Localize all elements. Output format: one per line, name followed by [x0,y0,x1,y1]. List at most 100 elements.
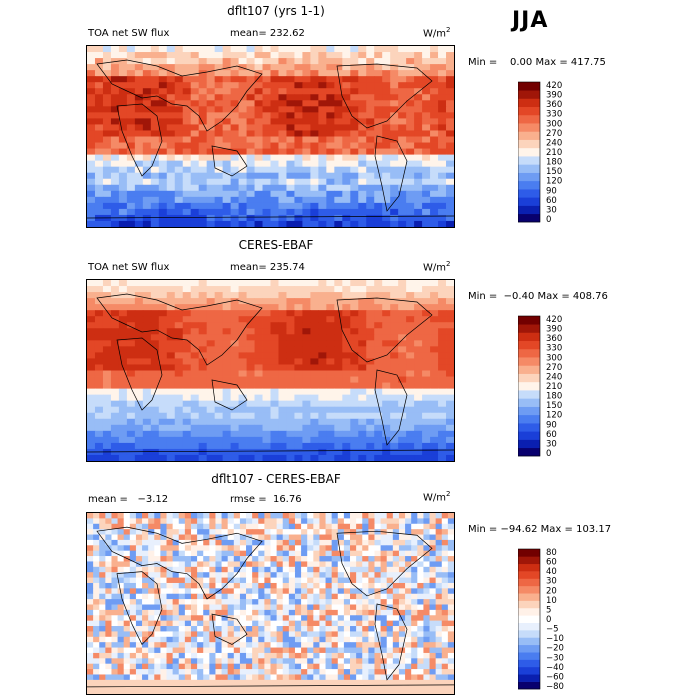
panel3-colorbar-swatch [518,659,540,668]
panel2-colorbar-tick-label: 300 [546,353,562,363]
panel2-colorbar-tick-label: 180 [546,392,562,402]
panel1-title: dflt107 (yrs 1-1) [227,4,325,18]
panel2-colorbar-tick-label: 150 [546,401,562,411]
panel2-colorbar-swatch [518,431,540,440]
panel3-colorbar-swatch [518,644,540,653]
panel3-colorbar-swatch [518,549,540,557]
panel3-map [86,512,455,695]
panel3-minmax: Min = −94.62 Max = 103.17 [468,524,612,535]
panel2-colorbar-swatch [518,348,540,358]
panel3-units: W/m2 [423,490,451,504]
panel1-colorbar-tick-label: 360 [546,100,562,110]
panel3-colorbar-tick-label: −30 [546,653,564,663]
panel1-colorbar-swatch [518,197,540,206]
panel3-colorbar-tick-label: −5 [546,625,559,635]
panel2-colorbar-swatch [518,332,540,342]
panel1-colorbar-tick-label: 300 [546,119,562,129]
panel3-rmse: rmse = 16.76 [230,494,302,505]
panel1-colorbar-tick-label: 240 [546,138,562,148]
panel2-colorbar-swatch [518,390,540,399]
panel3-colorbar-swatch [518,637,540,646]
panel2-colorbar: 420 390 360 330 300 270 240 210 180 150 120 90 60 30 0 [518,314,578,464]
panel1-colorbar-tick-label: 0 [546,215,551,225]
panel2-colorbar-tick-label: 60 [546,430,557,440]
season-label: JJA [512,8,549,33]
panel2-colorbar-tick-label: 240 [546,372,562,382]
panel2-colorbar-swatch [518,340,540,350]
panel2-colorbar-swatch [518,381,540,391]
panel1-colorbar-swatch [518,172,540,182]
panel1-mean: mean= 232.62 [230,28,305,39]
panel2-variable: TOA net SW flux [88,262,170,273]
panel2-colorbar-swatch [518,365,540,374]
panel2-colorbar-swatch [518,406,540,416]
panel2-colorbar-tick-label: 30 [546,439,557,449]
panel1-colorbar-tick-label: 210 [546,148,562,158]
panel3-colorbar-swatch [518,563,540,572]
panel3-colorbar-swatch [518,585,540,594]
panel2-colorbar-swatch [518,357,540,366]
panel3-colorbar-tick-label: −40 [546,663,564,673]
panel1-colorbar-swatch [518,156,540,165]
panel3-colorbar-swatch [518,630,540,638]
panel3-colorbar-tick-label: 0 [546,615,551,625]
panel3-colorbar-swatch [518,674,540,682]
panel3-colorbar-tick-label: −60 [546,672,564,682]
panel1-colorbar-swatch [518,98,540,108]
panel3-title: dflt107 - CERES-EBAF [211,472,341,486]
panel1-colorbar-tick-label: 420 [546,81,562,91]
panel3-colorbar-swatch [518,600,540,609]
panel3-colorbar-swatch [518,556,540,565]
panel2-title: CERES-EBAF [238,238,314,252]
panel2-colorbar-tick-label: 420 [546,315,562,325]
panel3-colorbar-tick-label: 60 [546,558,557,568]
panel3-colorbar-tick-label: 30 [546,577,557,587]
panel3-colorbar-tick-label: 40 [546,567,557,577]
panel3-colorbar-swatch [518,666,540,675]
panel1-variable: TOA net SW flux [88,28,170,39]
panel3-colorbar-tick-label: 20 [546,586,557,596]
panel3-colorbar-swatch [518,593,540,601]
panel1-colorbar-tick-label: 90 [546,186,557,196]
panel2-colorbar-swatch [518,316,540,325]
panel1-colorbar-tick-label: 60 [546,196,557,206]
panel2-colorbar-swatch [518,324,540,333]
panel1-colorbar-swatch [518,213,540,223]
panel2-colorbar-swatch [518,439,540,449]
panel1-colorbar-tick-label: 180 [546,158,562,168]
panel2-colorbar-tick-label: 0 [546,449,551,459]
panel3-colorbar-tick-label: 5 [546,605,551,615]
panel2-minmax: Min = −0.40 Max = 408.76 [468,291,608,302]
panel1-colorbar-swatch [518,106,540,116]
panel1-colorbar: 420 390 360 330 300 270 240 210 180 150 120 90 60 30 0 [518,80,578,230]
panel1-field [87,46,454,227]
panel1-colorbar-tick-label: 150 [546,167,562,177]
panel2-colorbar-tick-label: 210 [546,382,562,392]
panel2-colorbar-tick-label: 270 [546,363,562,373]
panel1-colorbar-swatch [518,131,540,140]
panel3-colorbar-tick-label: 80 [546,548,557,558]
panel3-colorbar: 80 60 40 30 20 10 5 0 −5 −10 −20 −30 −40 −60 −80 [518,547,578,697]
panel2-colorbar-swatch [518,423,540,432]
panel1-minmax: Min = 0.00 Max = 417.75 [468,57,606,68]
panel2-colorbar-tick-label: 120 [546,411,562,421]
panel1-colorbar-tick-label: 270 [546,129,562,139]
panel3-colorbar-tick-label: −20 [546,644,564,654]
panel1-colorbar-swatch [518,90,540,99]
panel1-colorbar-swatch [518,82,540,91]
panel3-colorbar-swatch [518,607,540,616]
panel1-colorbar-tick-label: 120 [546,177,562,187]
panel2-colorbar-tick-label: 390 [546,325,562,335]
panel2-colorbar-tick-label: 330 [546,344,562,354]
panel3-field [87,513,454,694]
panel2-colorbar-tick-label: 90 [546,420,557,430]
panel1-colorbar-swatch [518,189,540,198]
panel2-map [86,279,455,462]
panel2-colorbar-swatch [518,447,540,457]
panel1-colorbar-tick-label: 330 [546,110,562,120]
panel3-colorbar-swatch [518,615,540,623]
panel1-colorbar-swatch [518,147,540,157]
panel3-colorbar-swatch [518,681,540,690]
panel1-colorbar-swatch [518,180,540,190]
panel1-colorbar-tick-label: 30 [546,205,557,215]
